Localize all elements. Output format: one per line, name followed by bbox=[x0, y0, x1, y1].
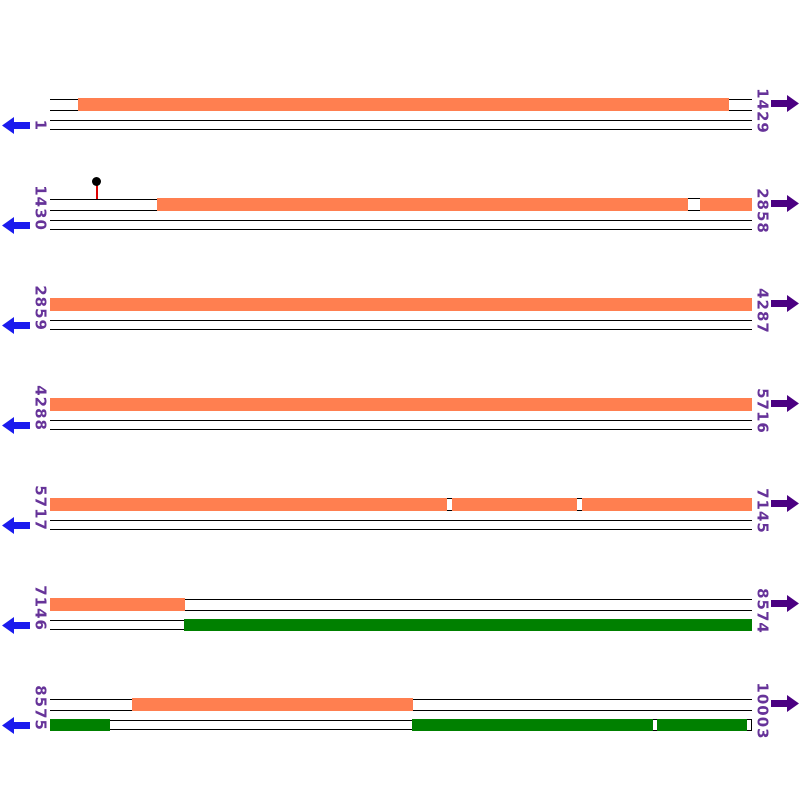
right-arrow-icon bbox=[771, 595, 799, 612]
frame-line bbox=[50, 610, 752, 611]
frame-line bbox=[50, 220, 752, 221]
scroll-right-arrow[interactable] bbox=[771, 195, 799, 212]
feature-bar-forward[interactable] bbox=[157, 198, 752, 211]
scroll-right-arrow[interactable] bbox=[771, 695, 799, 712]
left-arrow-icon bbox=[2, 717, 30, 734]
scroll-right-arrow[interactable] bbox=[771, 595, 799, 612]
frame-line bbox=[50, 720, 752, 721]
right-arrow-icon bbox=[771, 495, 799, 512]
point-marker-icon[interactable] bbox=[92, 177, 101, 186]
frame-line bbox=[50, 129, 752, 130]
scroll-left-arrow[interactable] bbox=[2, 517, 30, 534]
point-marker-stem bbox=[96, 185, 98, 199]
frame-line bbox=[50, 599, 752, 600]
row-start-label: 2859 bbox=[31, 285, 50, 331]
frame-line bbox=[50, 329, 752, 330]
row-start-label: 8575 bbox=[31, 685, 50, 731]
row-end-label: 1429 bbox=[753, 88, 772, 134]
scroll-left-arrow[interactable] bbox=[2, 417, 30, 434]
sequence-row: 8575 10003 bbox=[0, 682, 800, 759]
sequence-row: 7146 8574 bbox=[0, 585, 800, 659]
feature-bar-forward[interactable] bbox=[50, 598, 185, 611]
right-arrow-icon bbox=[771, 695, 799, 712]
feature-bar-forward[interactable] bbox=[78, 98, 729, 111]
row-end-label: 5716 bbox=[753, 388, 772, 434]
frame-line bbox=[50, 729, 752, 730]
row-start-label: 4288 bbox=[31, 385, 50, 431]
scroll-left-arrow[interactable] bbox=[2, 317, 30, 334]
left-arrow-icon bbox=[2, 517, 30, 534]
sequence-row: 5717 7145 bbox=[0, 485, 800, 559]
frame-line bbox=[50, 520, 752, 521]
row-end-label: 8574 bbox=[753, 588, 772, 634]
feature-bar-reverse[interactable] bbox=[412, 719, 747, 731]
feature-gap bbox=[577, 498, 582, 511]
feature-bar-forward[interactable] bbox=[132, 698, 413, 711]
scroll-left-arrow[interactable] bbox=[2, 717, 30, 734]
scroll-left-arrow[interactable] bbox=[2, 117, 30, 134]
row-end-label: 4287 bbox=[753, 288, 772, 334]
row-end-label: 7145 bbox=[753, 488, 772, 534]
scroll-left-arrow[interactable] bbox=[2, 617, 30, 634]
scroll-right-arrow[interactable] bbox=[771, 495, 799, 512]
right-arrow-icon bbox=[771, 95, 799, 112]
feature-bar-reverse[interactable] bbox=[50, 719, 110, 731]
row-end-label: 10003 bbox=[753, 682, 772, 740]
feature-gap bbox=[688, 198, 700, 211]
sequence-row: 1430 2858 bbox=[0, 177, 800, 259]
frame-line bbox=[50, 420, 752, 421]
left-arrow-icon bbox=[2, 217, 30, 234]
row-start-label: 1430 bbox=[31, 185, 50, 231]
sequence-row: 4288 5716 bbox=[0, 385, 800, 459]
left-arrow-icon bbox=[2, 317, 30, 334]
left-arrow-icon bbox=[2, 117, 30, 134]
scroll-right-arrow[interactable] bbox=[771, 295, 799, 312]
frame-line bbox=[50, 529, 752, 530]
right-arrow-icon bbox=[771, 295, 799, 312]
right-arrow-icon bbox=[771, 195, 799, 212]
scroll-right-arrow[interactable] bbox=[771, 395, 799, 412]
left-arrow-icon bbox=[2, 417, 30, 434]
frame-line bbox=[50, 229, 752, 230]
scroll-right-arrow[interactable] bbox=[771, 95, 799, 112]
frame-line bbox=[50, 429, 752, 430]
feature-gap bbox=[653, 719, 657, 731]
feature-endcap bbox=[747, 719, 752, 731]
sequence-row: 2859 4287 bbox=[0, 285, 800, 359]
feature-gap bbox=[447, 498, 452, 511]
row-end-label: 2858 bbox=[753, 188, 772, 234]
frame-line bbox=[50, 320, 752, 321]
row-start-label: 5717 bbox=[31, 485, 50, 531]
left-arrow-icon bbox=[2, 617, 30, 634]
sequence-row: 1 1429 bbox=[0, 88, 800, 159]
feature-bar-forward[interactable] bbox=[50, 498, 752, 511]
row-start-label: 7146 bbox=[31, 585, 50, 631]
row-start-label: 1 bbox=[31, 119, 50, 131]
feature-bar-forward[interactable] bbox=[50, 298, 752, 311]
feature-bar-forward[interactable] bbox=[50, 398, 752, 411]
feature-bar-reverse[interactable] bbox=[184, 619, 752, 631]
right-arrow-icon bbox=[771, 395, 799, 412]
scroll-left-arrow[interactable] bbox=[2, 217, 30, 234]
frame-line bbox=[50, 120, 752, 121]
